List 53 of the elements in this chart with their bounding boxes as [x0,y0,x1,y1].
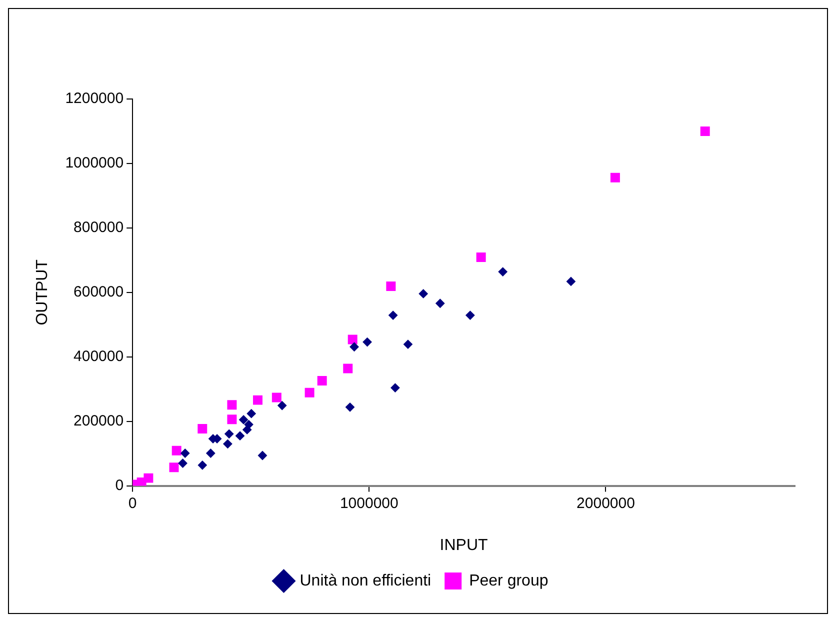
point [566,276,576,286]
point [242,425,252,434]
x-tick-label: 1000000 [340,494,398,512]
point [346,402,355,412]
point [223,439,232,448]
point [304,388,314,398]
point [239,415,248,424]
point [476,252,486,262]
x-tick-label: 0 [128,494,137,512]
point [172,446,182,456]
point [258,451,267,460]
point [466,310,475,320]
point [348,334,358,344]
y-tick-label: 400000 [74,348,124,366]
y-tick-label: 800000 [74,219,124,236]
point [272,392,282,402]
legend-label: Unità non efficienti [300,572,432,590]
point [436,298,445,308]
point [224,429,234,438]
point [700,126,710,136]
y-axis-title: OUTPUT [34,259,52,326]
y-tick-label: 1200000 [65,90,124,108]
point [317,376,327,386]
point [418,289,428,298]
y-tick-label: 200000 [74,412,124,430]
point [180,448,190,458]
point [362,338,372,347]
y-tick-label: 1000000 [65,154,124,172]
point [206,448,216,458]
x-axis-title: INPUT [440,536,488,554]
point [390,383,400,392]
point [227,414,237,424]
y-tick-label: 0 [115,476,124,494]
point [169,462,179,472]
point [246,409,256,418]
point [198,460,207,470]
point [343,364,353,374]
x-tick-label: 2000000 [576,494,635,512]
point [278,401,287,410]
point [227,400,237,410]
point [236,431,244,440]
point [136,478,146,486]
point [610,172,620,182]
point [350,342,359,352]
legend-label: Peer group [469,572,548,590]
point [253,395,262,405]
point [403,340,412,349]
y-tick-label: 600000 [74,284,124,301]
point [178,458,188,468]
point [498,267,508,276]
point [388,310,398,320]
point [198,424,208,434]
point [386,282,396,292]
